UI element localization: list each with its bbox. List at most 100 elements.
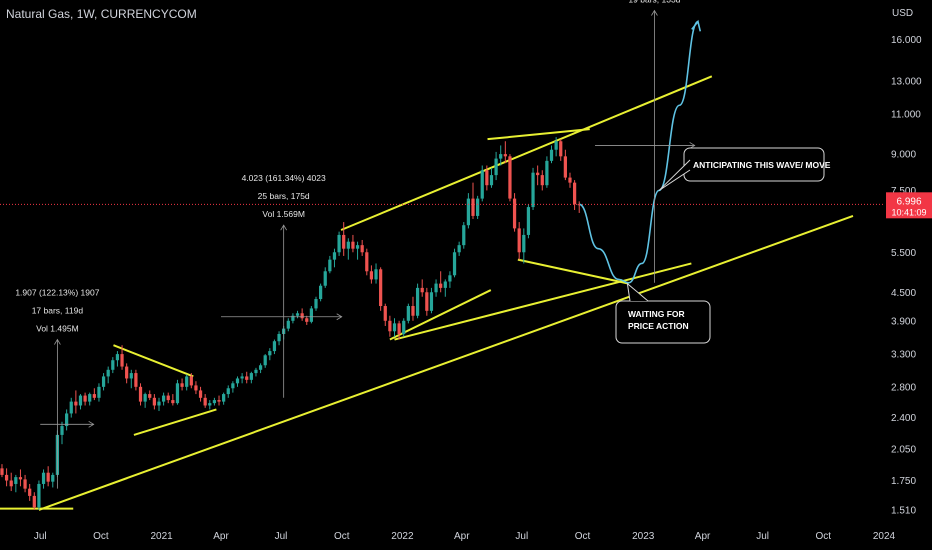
candle-body[interactable]	[129, 373, 133, 379]
candle-body[interactable]	[434, 283, 438, 293]
candle-body[interactable]	[466, 198, 471, 226]
candle-body[interactable]	[245, 376, 249, 380]
candle-body[interactable]	[309, 308, 313, 322]
candle-body[interactable]	[161, 395, 166, 402]
candle-body[interactable]	[572, 182, 577, 205]
candle-body[interactable]	[88, 394, 92, 402]
candle-body[interactable]	[92, 394, 96, 398]
candle-body[interactable]	[568, 177, 572, 183]
candle-body[interactable]	[37, 483, 41, 508]
candle-body[interactable]	[545, 160, 549, 186]
axes-layer[interactable]: USD 1.510 1.750 2.050 2.400 2.800 3.300 3.900 4.…	[0, 8, 932, 542]
candle-body[interactable]	[272, 341, 277, 352]
candle-body[interactable]	[28, 488, 32, 496]
candle-body[interactable]	[503, 154, 507, 157]
candle-body[interactable]	[286, 320, 290, 329]
candle-body[interactable]	[402, 320, 406, 334]
candle-body[interactable]	[4, 474, 9, 481]
candle-body[interactable]	[194, 385, 198, 391]
candle-body[interactable]	[295, 313, 300, 316]
candle-body[interactable]	[41, 472, 46, 484]
candle-body[interactable]	[351, 241, 355, 249]
candle-body[interactable]	[554, 141, 558, 150]
candle-body[interactable]	[185, 376, 189, 387]
candle-body[interactable]	[314, 299, 318, 309]
candle-body[interactable]	[32, 495, 36, 508]
candle-body[interactable]	[365, 252, 369, 272]
candle-body[interactable]	[212, 400, 217, 404]
candle-body[interactable]	[305, 318, 309, 322]
candle-body[interactable]	[517, 228, 521, 253]
candle-body[interactable]	[392, 323, 397, 332]
candle-body[interactable]	[457, 245, 461, 253]
candle-body[interactable]	[217, 400, 221, 402]
candle-body[interactable]	[452, 252, 457, 276]
candle-body[interactable]	[536, 172, 540, 176]
candle-body[interactable]	[60, 426, 64, 435]
candle-body[interactable]	[9, 480, 13, 487]
candle-body[interactable]	[166, 395, 170, 401]
candle-body[interactable]	[83, 395, 87, 402]
candle-body[interactable]	[415, 287, 420, 316]
candle-body[interactable]	[328, 259, 332, 272]
candle-body[interactable]	[332, 252, 337, 260]
candle-body[interactable]	[559, 141, 563, 157]
candle-body[interactable]	[65, 413, 69, 427]
candle-body[interactable]	[420, 287, 424, 293]
candle-body[interactable]	[208, 403, 212, 406]
candle-body[interactable]	[462, 225, 466, 246]
candle-body[interactable]	[235, 378, 240, 384]
candle-body[interactable]	[97, 386, 101, 398]
candle-body[interactable]	[152, 397, 156, 406]
candle-body[interactable]	[23, 479, 27, 489]
candle-body[interactable]	[78, 395, 83, 406]
candle-body[interactable]	[263, 355, 267, 366]
candle-body[interactable]	[277, 333, 281, 342]
candle-body[interactable]	[485, 170, 489, 186]
candle-body[interactable]	[157, 401, 161, 406]
candle-body[interactable]	[0, 468, 4, 475]
candle-body[interactable]	[134, 373, 138, 387]
candle-body[interactable]	[51, 474, 55, 482]
candle-body[interactable]	[18, 477, 23, 480]
candle-body[interactable]	[175, 383, 180, 404]
candle-body[interactable]	[101, 376, 106, 387]
candle-body[interactable]	[512, 198, 517, 229]
candles-layer[interactable]	[0, 137, 581, 510]
candle-body[interactable]	[499, 154, 503, 159]
candle-body[interactable]	[406, 306, 410, 321]
candle-body[interactable]	[429, 292, 434, 311]
candle-body[interactable]	[476, 198, 480, 216]
candle-body[interactable]	[489, 175, 494, 186]
candle-body[interactable]	[111, 360, 115, 370]
candle-body[interactable]	[448, 275, 452, 282]
candle-body[interactable]	[189, 376, 193, 386]
candle-body[interactable]	[337, 234, 341, 253]
candle-body[interactable]	[180, 383, 184, 387]
candle-body[interactable]	[318, 285, 323, 300]
candle-body[interactable]	[323, 271, 327, 286]
candle-body[interactable]	[439, 283, 443, 288]
candle-body[interactable]	[74, 401, 78, 406]
candle-body[interactable]	[425, 292, 429, 311]
candle-body[interactable]	[494, 158, 498, 176]
candle-body[interactable]	[148, 394, 152, 398]
candle-body[interactable]	[14, 477, 18, 484]
last-price-badge[interactable]	[886, 192, 932, 219]
candle-body[interactable]	[106, 369, 110, 377]
candle-body[interactable]	[115, 354, 120, 361]
candle-body[interactable]	[222, 394, 226, 402]
candle-body[interactable]	[249, 373, 253, 380]
candle-body[interactable]	[397, 323, 401, 334]
candle-body[interactable]	[563, 156, 567, 178]
candle-body[interactable]	[346, 241, 350, 249]
candle-body[interactable]	[355, 245, 360, 249]
candle-body[interactable]	[369, 271, 374, 280]
candle-body[interactable]	[120, 354, 124, 367]
candle-body[interactable]	[374, 269, 378, 280]
candle-body[interactable]	[171, 400, 175, 404]
candle-body[interactable]	[379, 269, 383, 307]
candle-body[interactable]	[531, 172, 535, 208]
candle-body[interactable]	[388, 320, 392, 332]
